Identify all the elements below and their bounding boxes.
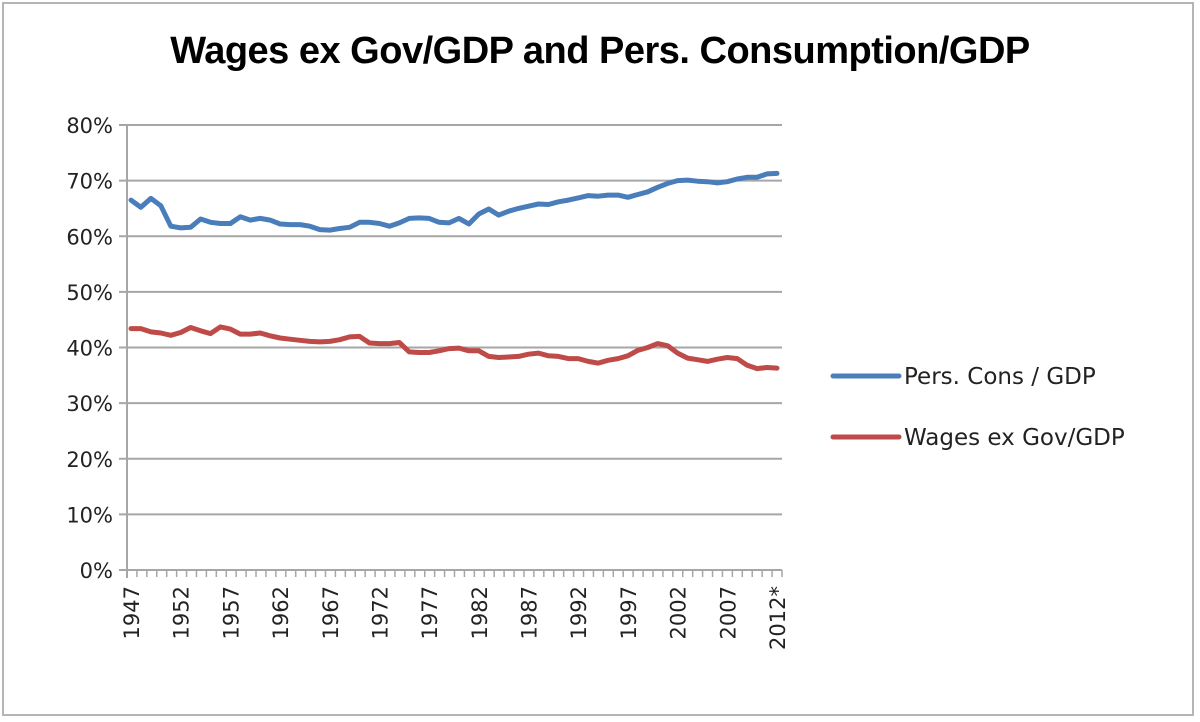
x-tick-label: 1997 (617, 586, 641, 639)
series-line-wages (128, 324, 780, 372)
x-tick-label: 2002 (667, 586, 691, 639)
series-lines (128, 170, 780, 372)
x-axis-ticks: 1947 1952 1957 1962 1967 1972 1977 1982 1987 1992… (120, 570, 790, 650)
y-tick-label: 50% (66, 281, 113, 305)
y-tick-label: 80% (66, 114, 113, 138)
x-tick-label: 1947 (120, 586, 144, 639)
x-tick-label: 2012* (766, 586, 790, 650)
legend-label: Pers. Cons / GDP (904, 364, 1096, 390)
y-tick-label: 70% (66, 170, 113, 194)
x-tick-label: 2007 (716, 586, 740, 639)
x-tick-label: 1962 (269, 586, 293, 639)
x-tick-label: 1992 (567, 586, 591, 639)
x-tick-label: 1977 (418, 586, 442, 639)
series-line-pers-cons (128, 170, 780, 233)
gridlines (127, 124, 782, 516)
chart-title: Wages ex Gov/GDP and Pers. Consumption/G… (170, 30, 1030, 72)
y-tick-label: 10% (66, 503, 113, 527)
y-tick-label: 60% (66, 225, 113, 249)
y-tick-label: 20% (66, 448, 113, 472)
legend: Pers. Cons / GDP Wages ex Gov/GDP (830, 364, 1125, 451)
y-tick-label: 30% (66, 392, 113, 416)
x-tick-label: 1987 (518, 586, 542, 639)
x-tick-label: 1952 (170, 586, 194, 639)
legend-label: Wages ex Gov/GDP (904, 425, 1125, 451)
y-axis-ticks: 0% 10% 20% 30% 40% 50% 60% 70% 80% (66, 114, 127, 583)
x-tick-label: 1957 (219, 586, 243, 639)
y-tick-label: 0% (80, 559, 113, 583)
x-tick-label: 1972 (368, 586, 392, 639)
x-tick-label: 1982 (468, 586, 492, 639)
axes (119, 125, 782, 578)
y-tick-label: 40% (66, 337, 113, 361)
x-tick-label: 1967 (319, 586, 343, 639)
